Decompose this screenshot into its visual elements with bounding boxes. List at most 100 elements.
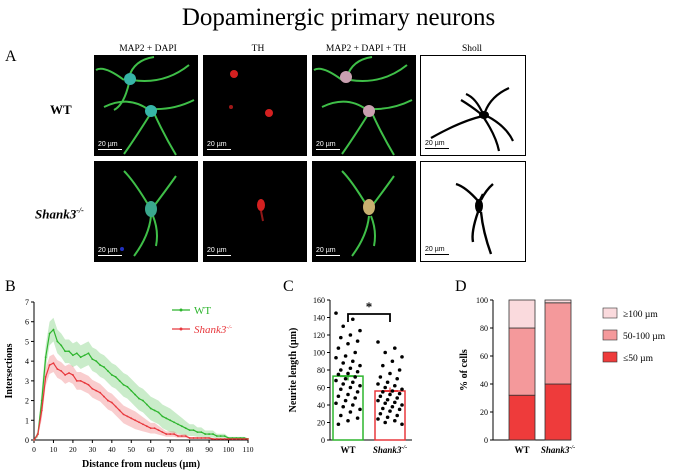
data-point: [208, 433, 210, 435]
significance-star: *: [366, 299, 373, 314]
neuron-merge-icon: [341, 170, 395, 257]
column-header-merge: MAP2 + DAPI + TH: [325, 44, 407, 54]
micrograph-wt-th: 20 µm: [203, 55, 307, 156]
data-point: [72, 354, 74, 357]
category-label-1: Shank3-/-: [541, 445, 575, 455]
data-point: [358, 328, 362, 333]
data-point: [351, 403, 355, 407]
data-point: [130, 417, 133, 420]
data-point: [40, 399, 43, 402]
data-point: [149, 427, 152, 430]
row-label-wt: WT: [50, 102, 72, 117]
micrograph-wt-merge: 20 µm: [312, 55, 416, 156]
x-tick-label: 30: [89, 445, 97, 454]
data-point: [343, 376, 348, 381]
data-point: [184, 435, 187, 437]
data-point: [188, 437, 191, 439]
data-point: [385, 415, 390, 420]
neuron-red-icon: [229, 70, 273, 117]
data-point: [334, 355, 338, 360]
data-point: [390, 359, 395, 364]
data-point: [341, 361, 345, 365]
data-point: [393, 418, 397, 423]
category-label-0: WT: [514, 445, 529, 455]
neuron-red-icon: [257, 199, 265, 222]
y-tick-label: 160: [313, 296, 325, 305]
data-point: [353, 396, 357, 400]
data-point: [358, 383, 362, 388]
data-point: [355, 390, 360, 394]
data-point: [118, 379, 121, 382]
y-tick-label: 100: [476, 296, 488, 305]
data-point: [134, 393, 137, 396]
data-point: [353, 375, 357, 379]
data-point: [235, 438, 238, 440]
data-point: [334, 378, 338, 383]
data-point: [383, 350, 387, 355]
data-point: [378, 411, 383, 416]
legend-swatch-2: [602, 307, 618, 319]
data-point: [339, 335, 343, 340]
data-point: [385, 380, 390, 385]
data-point: [393, 383, 397, 388]
y-tick-label: 5: [25, 337, 29, 346]
data-point: [346, 418, 350, 423]
data-point: [68, 372, 70, 374]
data-point: [103, 366, 105, 368]
y-tick-label: 4: [25, 357, 29, 366]
data-point: [348, 385, 353, 390]
error-band-1: [34, 354, 248, 440]
data-point: [334, 401, 338, 406]
significance-bracket: [347, 313, 391, 322]
data-point: [75, 379, 78, 382]
data-point: [107, 370, 109, 372]
data-point: [348, 410, 353, 414]
x-tick-label: 20: [69, 445, 77, 454]
data-point: [204, 437, 207, 439]
data-point: [351, 359, 355, 364]
data-point: [145, 425, 148, 428]
data-point: [400, 422, 404, 427]
data-point: [122, 383, 125, 386]
data-point: [165, 417, 168, 420]
data-point: [161, 431, 164, 434]
data-point: [208, 437, 210, 439]
y-axis-label: Neurite length (µm): [288, 328, 299, 413]
stacked-bar-1-2: [544, 299, 572, 304]
data-point: [383, 385, 387, 390]
neuron-trace-icon: [455, 182, 494, 255]
data-point: [161, 415, 164, 418]
data-point: [376, 398, 380, 403]
y-axis-label: Intersections: [4, 343, 15, 398]
y-tick-label: 0: [484, 436, 488, 445]
data-point: [103, 395, 105, 398]
category-label-0: WT: [340, 445, 355, 455]
scale-label: 20 µm: [98, 141, 118, 148]
y-tick-label: 120: [313, 331, 325, 340]
data-point: [385, 397, 390, 402]
data-point: [157, 429, 160, 432]
sholl-trace-wt: 20 µm: [420, 55, 526, 156]
data-point: [52, 362, 55, 365]
panel-c-letter: C: [283, 278, 294, 295]
data-point: [247, 438, 249, 440]
data-point: [180, 435, 183, 437]
data-point: [378, 375, 383, 379]
data-point: [142, 423, 144, 426]
data-point: [358, 363, 362, 368]
y-axis-label: % of cells: [459, 349, 470, 391]
bar-1: [374, 390, 406, 441]
micrograph-shank3-map2-dapi: 20 µm: [94, 161, 198, 262]
data-point: [173, 421, 175, 424]
data-point: [118, 409, 121, 412]
legend-swatch-0: [602, 351, 618, 363]
data-point: [165, 433, 168, 435]
legend-label-0: WT: [194, 305, 211, 317]
data-point: [397, 407, 402, 412]
legend-label-1: 50-100 µm: [623, 332, 666, 342]
data-point: [64, 374, 67, 376]
data-point: [343, 354, 348, 358]
y-tick-label: 40: [480, 380, 488, 389]
micrograph-wt-map2-dapi: 20 µm: [94, 55, 198, 156]
data-point: [134, 419, 137, 422]
